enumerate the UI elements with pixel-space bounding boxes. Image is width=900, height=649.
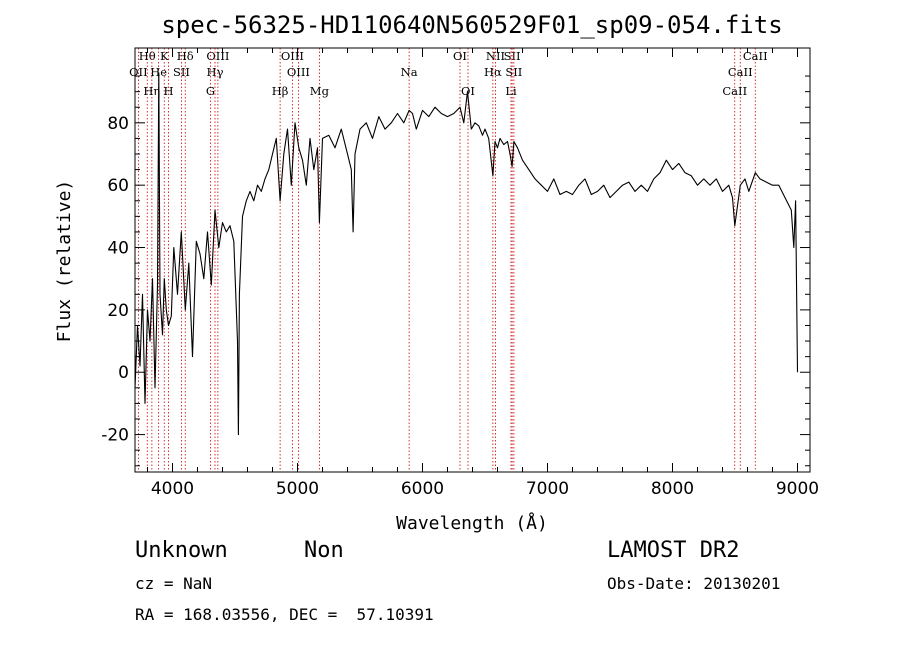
axes: 4000 5000 6000 7000 8000 9000 -20 0 20 40 60 80 [101, 48, 819, 499]
line-marker-label-12: Hγ [207, 65, 224, 79]
object-type: Unknown [135, 538, 228, 563]
x-tick-label-2: 6000 [401, 479, 444, 499]
line-marker-label-15: Hα [484, 65, 502, 79]
line-marker-label-9: OII [129, 65, 148, 79]
line-marker-label-17: CaII [728, 65, 753, 79]
survey-name: LAMOST DR2 [607, 538, 740, 563]
y-axis-label: Flux (relative) [54, 180, 75, 343]
line-marker-label-13: OIII [287, 65, 310, 79]
line-marker-label-11: SII [173, 65, 190, 79]
line-marker-label-16: SII [505, 65, 522, 79]
x-tick-label-3: 7000 [526, 479, 569, 499]
y-tick-label-1: 0 [118, 363, 129, 383]
y-tick-label-4: 60 [107, 176, 129, 196]
line-marker-label-5: OI [453, 49, 467, 63]
y-tick-label-3: 40 [107, 239, 129, 259]
line-marker-label-6: NII [486, 49, 505, 63]
plot-frame [134, 47, 811, 473]
spectrum-series [134, 72, 799, 436]
line-marker-label-10: He [150, 65, 167, 79]
y-tick-label-5: 80 [107, 114, 129, 134]
line-marker-label-22: Mg [310, 84, 330, 98]
line-marker-label-21: Hβ [272, 84, 289, 98]
line-marker-label-1: K [160, 49, 169, 63]
redshift-cz: cz = NaN [135, 574, 213, 593]
line-marker-label-20: G [206, 84, 215, 98]
chart-title: spec-56325-HD110640N560529F01_sp09-054.f… [161, 11, 782, 39]
object-class: Non [304, 538, 344, 563]
line-marker-label-25: CaII [722, 84, 747, 98]
line-marker-label-7: SII [504, 49, 521, 63]
line-marker-label-4: OIII [281, 49, 304, 63]
x-tick-label-4: 8000 [651, 479, 694, 499]
y-tick-label-0: -20 [101, 426, 129, 446]
line-marker-label-2: Hδ [177, 49, 194, 63]
x-tick-label-1: 5000 [276, 479, 319, 499]
x-axis-label: Wavelength (Å) [396, 512, 548, 534]
x-tick-label-5: 9000 [776, 479, 819, 499]
line-marker-label-23: OI [461, 84, 475, 98]
y-tick-label-2: 20 [107, 301, 129, 321]
line-marker-label-19: H [163, 84, 173, 98]
coordinates: RA = 168.03556, DEC = 57.10391 [135, 605, 434, 624]
observation-date: Obs-Date: 20130201 [607, 574, 781, 593]
x-tick-label-0: 4000 [151, 479, 194, 499]
line-marker-label-24: Li [505, 84, 517, 98]
line-marker-label-18: Hη [143, 84, 160, 98]
line-marker-label-14: Na [401, 65, 418, 79]
spectrum-line-0 [134, 72, 799, 436]
line-marker-label-8: CaII [743, 49, 768, 63]
line-marker-label-3: OIII [206, 49, 229, 63]
